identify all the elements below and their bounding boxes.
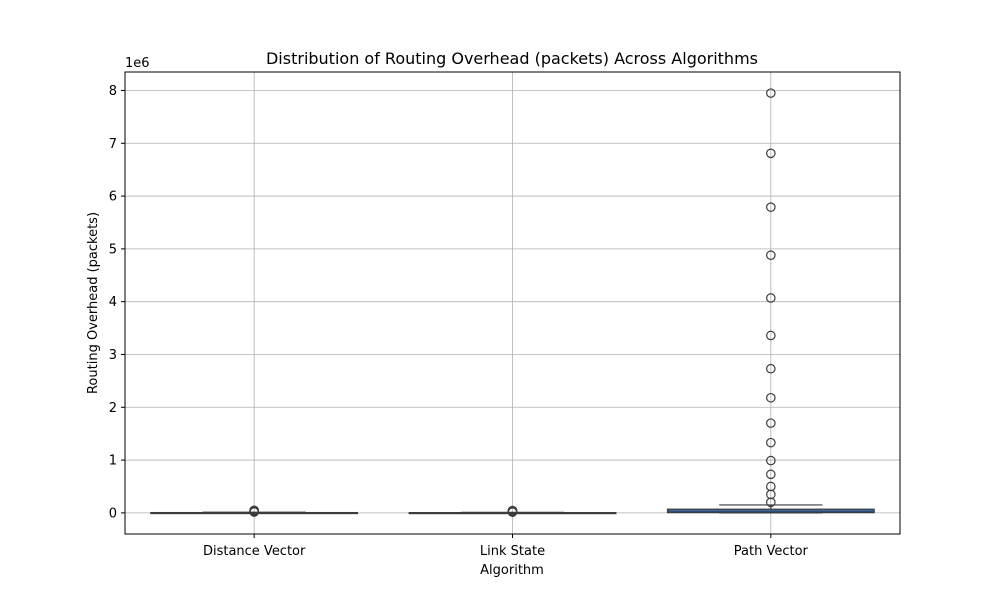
outlier-point (766, 392, 776, 403)
outlier-point (766, 88, 776, 98)
outlier-point (766, 148, 776, 159)
box-group (150, 505, 359, 517)
y-tick-label: 6 (109, 190, 117, 205)
x-tick-label: Distance Vector (203, 544, 306, 559)
box-iqr (666, 508, 875, 514)
outlier-point (766, 437, 776, 448)
outlier-point (766, 469, 776, 480)
y-tick-label: 0 (109, 506, 117, 521)
y-tick-label: 4 (109, 295, 117, 310)
box-plot-series (150, 88, 875, 517)
x-tick-label: Link State (480, 544, 545, 559)
x-axis-label: Algorithm (480, 563, 544, 578)
grid-lines (125, 72, 900, 534)
outlier-point (766, 330, 776, 341)
box-group (408, 505, 617, 517)
outlier-point (249, 505, 259, 516)
outlier-point (766, 250, 776, 261)
y-tick-label: 5 (109, 242, 117, 257)
y-tick-label: 2 (109, 401, 117, 416)
outlier-point (766, 481, 776, 492)
y-axis-offset-label: 1e6 (125, 56, 150, 71)
y-tick-label: 7 (109, 137, 117, 152)
outlier-point (766, 363, 776, 374)
y-tick-label: 8 (109, 84, 117, 99)
y-axis-label: Routing Overhead (packets) (86, 212, 101, 394)
outlier-point (766, 293, 776, 303)
y-axis-ticks: 0 1 2 3 4 5 6 7 8 (109, 84, 125, 521)
outlier-point (766, 455, 776, 466)
y-tick-label: 3 (109, 348, 117, 363)
y-tick-label: 1 (109, 454, 117, 469)
x-axis-ticks: Distance Vector Link State Path Vector (203, 534, 809, 559)
chart-title: Distribution of Routing Overhead (packet… (266, 49, 758, 68)
x-tick-label: Path Vector (734, 544, 809, 559)
outlier-point (766, 418, 776, 428)
box-group (666, 88, 875, 514)
outlier-point (766, 202, 776, 212)
outlier-point (507, 505, 518, 516)
